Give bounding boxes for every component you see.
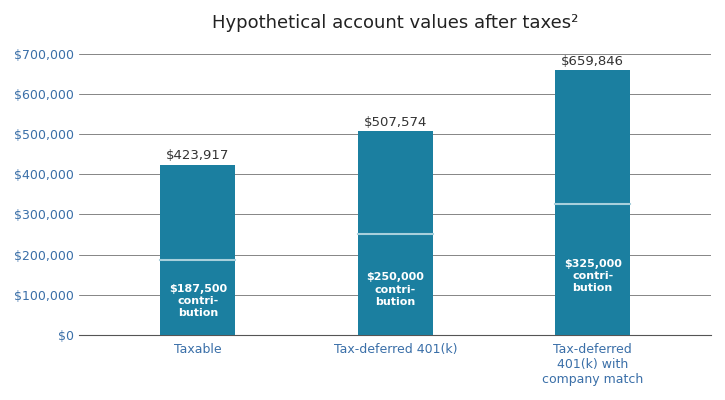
Bar	[357, 131, 433, 335]
Text: $507,574: $507,574	[364, 116, 427, 129]
Title: Hypothetical account values after taxes²: Hypothetical account values after taxes²	[212, 14, 579, 32]
Text: $187,500
contri-
bution: $187,500 contri- bution	[169, 284, 227, 318]
Text: $250,000
contri-
bution: $250,000 contri- bution	[366, 272, 424, 307]
Text: $659,846: $659,846	[561, 54, 624, 68]
Bar	[160, 165, 236, 335]
Text: $325,000
contri-
bution: $325,000 contri- bution	[564, 259, 621, 294]
Bar	[555, 70, 630, 335]
Text: $423,917: $423,917	[166, 149, 230, 162]
